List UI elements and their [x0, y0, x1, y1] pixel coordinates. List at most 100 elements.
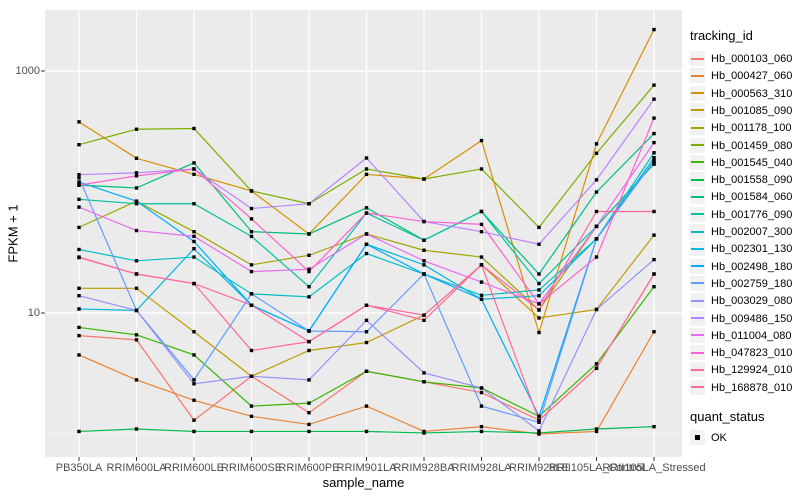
- data-point: [249, 189, 254, 193]
- data-point: [537, 330, 541, 335]
- data-point: [134, 156, 139, 160]
- data-point: [594, 142, 599, 146]
- legend-item-label: Hb_001776_090: [711, 208, 793, 221]
- data-point: [652, 156, 656, 160]
- data-point: [537, 288, 541, 292]
- data-point: [192, 246, 196, 251]
- data-point: [307, 401, 311, 405]
- data-point: [134, 199, 139, 203]
- data-point: [479, 293, 484, 298]
- data-point: [422, 318, 426, 323]
- legend-key: [690, 224, 705, 239]
- data-point: [422, 431, 426, 435]
- data-point: [77, 247, 81, 252]
- legend-key: [690, 379, 705, 395]
- legend: tracking_id Hb_000103_060 Hb_000427_060 Hb…: [688, 0, 800, 500]
- legend-item-label: Hb_129924_010: [711, 364, 793, 377]
- data-point: [249, 429, 254, 434]
- data-point: [307, 253, 311, 257]
- data-point: [77, 176, 81, 180]
- data-point: [249, 404, 254, 408]
- data-point: [479, 255, 484, 259]
- legend-item-label: Hb_002498_180: [711, 260, 793, 273]
- data-point: [479, 209, 484, 214]
- data-point: [192, 378, 196, 382]
- legend-key: [690, 275, 705, 291]
- legend-key: [690, 102, 705, 118]
- data-point: [192, 418, 196, 422]
- data-point: [364, 404, 369, 408]
- legend-line-swatch-icon: [691, 334, 704, 337]
- data-point: [192, 239, 196, 244]
- legend-status-label: OK: [711, 432, 727, 444]
- data-point: [537, 429, 541, 433]
- data-point: [537, 302, 541, 306]
- legend-key: [690, 51, 705, 66]
- data-point: [134, 427, 139, 431]
- data-point: [192, 229, 196, 234]
- data-point: [594, 190, 599, 194]
- square-point-icon: [695, 435, 700, 440]
- legend-key: [690, 172, 705, 188]
- data-point: [192, 330, 196, 334]
- data-point: [307, 422, 311, 427]
- data-point: [134, 333, 139, 337]
- data-point: [652, 257, 656, 262]
- x-tick-label: RRII105LA_Control: [548, 462, 645, 474]
- data-point: [594, 366, 599, 370]
- data-point: [479, 229, 484, 234]
- x-tick-label: RRIM901LA: [336, 462, 397, 474]
- data-point: [479, 280, 484, 284]
- data-point: [364, 206, 369, 210]
- data-point: [479, 138, 484, 143]
- data-point: [134, 174, 139, 178]
- legend-line-swatch-icon: [691, 265, 704, 268]
- legend-key: [690, 258, 705, 274]
- data-point: [364, 156, 369, 160]
- data-point: [134, 202, 139, 206]
- legend-item-label: Hb_047823_010: [711, 347, 793, 360]
- data-point: [77, 255, 81, 260]
- data-point: [364, 340, 369, 345]
- data-point: [134, 338, 139, 342]
- data-point: [134, 272, 139, 276]
- data-point: [422, 248, 426, 252]
- data-point: [77, 205, 81, 209]
- data-point: [77, 429, 81, 434]
- data-point: [77, 197, 81, 202]
- data-point: [77, 333, 81, 338]
- data-point: [594, 224, 599, 229]
- data-point: [307, 339, 311, 344]
- data-point: [307, 295, 311, 299]
- data-point: [77, 325, 81, 330]
- data-point: [652, 424, 656, 429]
- legend-item-label: Hb_002759_180: [711, 277, 793, 290]
- legend-item-label: Hb_003029_080: [711, 295, 793, 308]
- legend-line-swatch-icon: [691, 109, 704, 112]
- data-point: [537, 414, 541, 419]
- data-point: [422, 263, 426, 267]
- legend-item-label: Hb_001558_090: [711, 174, 793, 187]
- data-point: [77, 120, 81, 124]
- data-point: [307, 410, 311, 415]
- data-point: [652, 131, 656, 136]
- legend-line-swatch-icon: [691, 161, 704, 164]
- legend-line-swatch-icon: [691, 299, 704, 302]
- data-point: [134, 286, 139, 291]
- data-point: [537, 242, 541, 246]
- data-point: [307, 378, 311, 382]
- data-point: [192, 281, 196, 286]
- legend-key: [690, 345, 705, 361]
- legend-item-label: Hb_001459_080: [711, 139, 793, 152]
- data-point: [249, 292, 254, 296]
- data-point: [364, 232, 369, 236]
- data-point: [422, 371, 426, 375]
- data-point: [77, 183, 81, 187]
- data-point: [364, 369, 369, 373]
- data-point: [77, 225, 81, 230]
- x-tick-label: RRIM600LA: [106, 462, 167, 474]
- data-point: [652, 83, 656, 87]
- data-point: [192, 202, 196, 206]
- data-point: [307, 202, 311, 206]
